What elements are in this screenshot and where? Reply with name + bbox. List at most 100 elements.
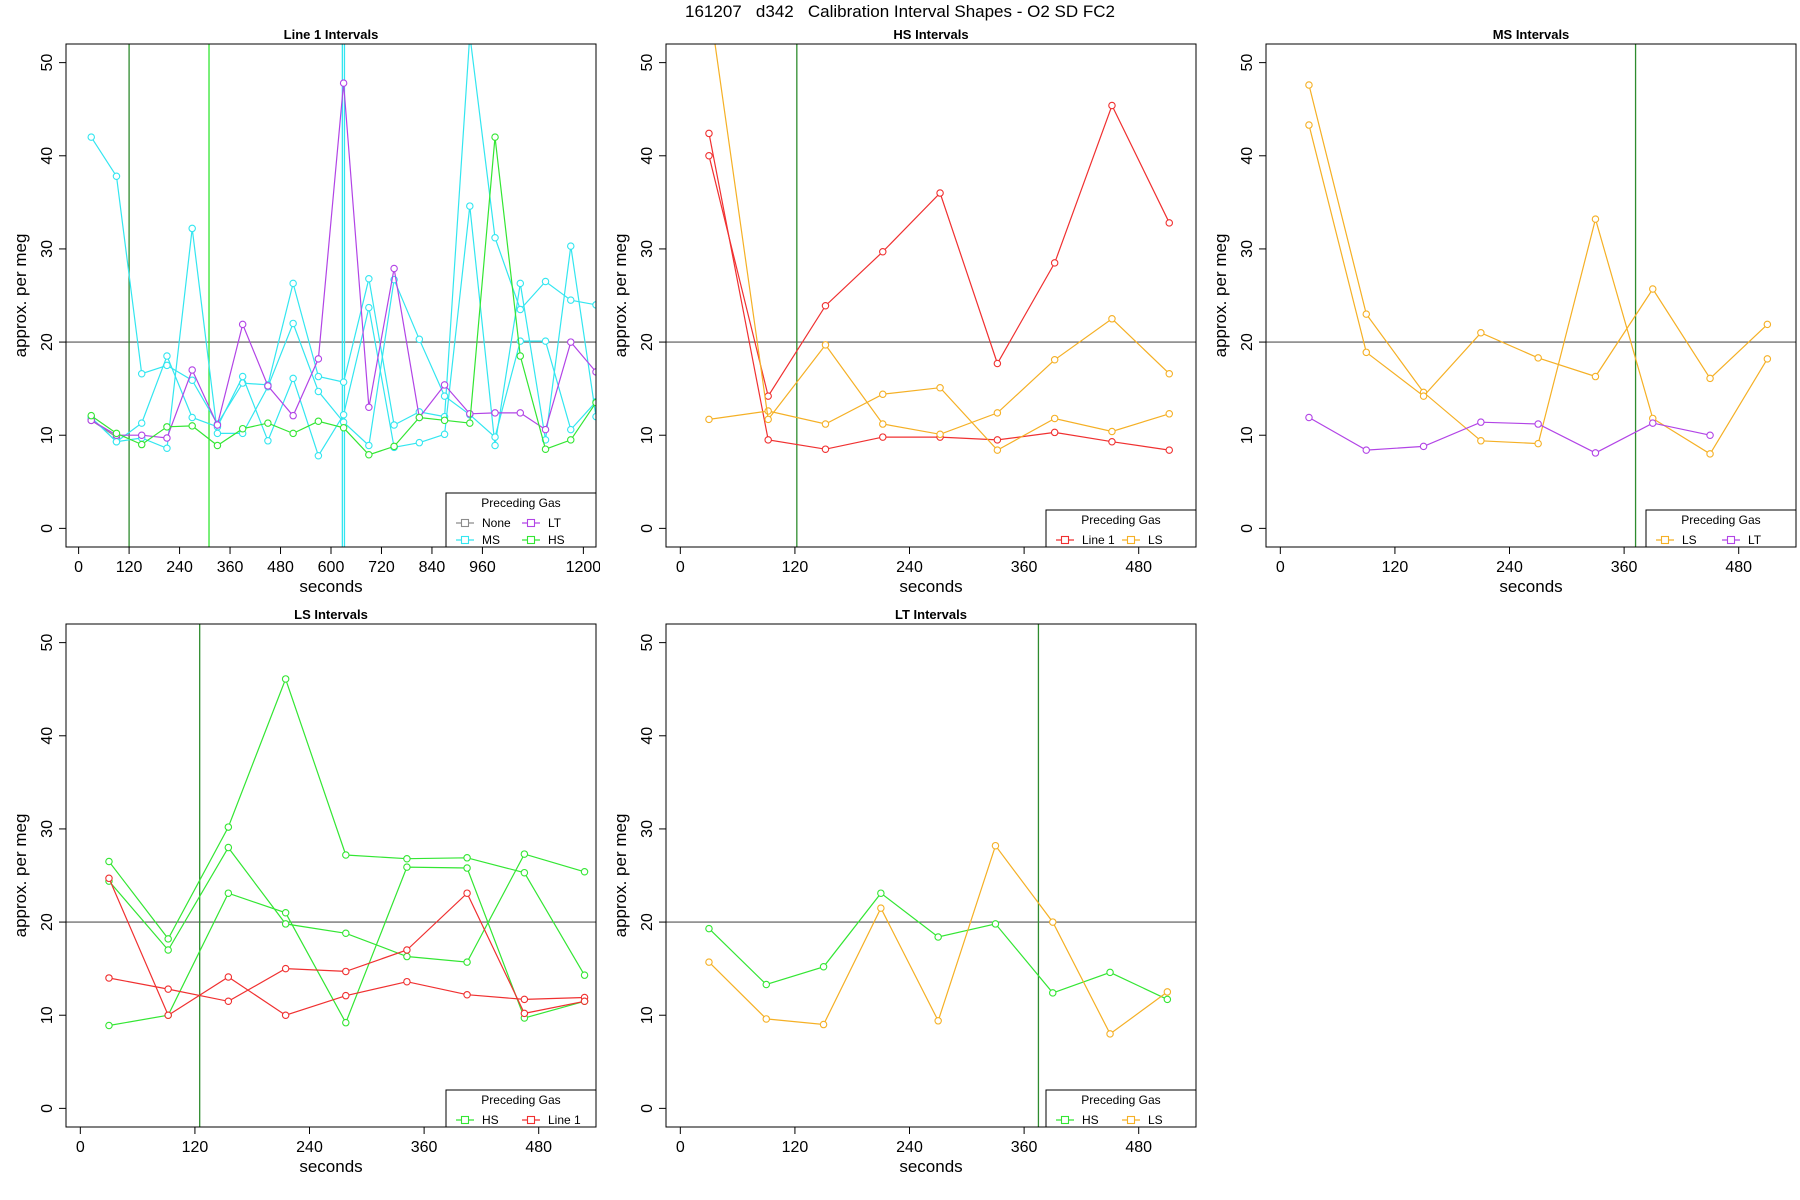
legend: Preceding Gas None LT MS HS (445, 492, 597, 548)
data-point (365, 451, 373, 459)
data-point (1362, 348, 1371, 357)
x-tick-label: 360 (1011, 559, 1038, 576)
data-point (390, 421, 398, 429)
series-hs (105, 675, 589, 979)
series-ls (1305, 81, 1772, 458)
data-point (224, 997, 233, 1005)
legend-swatch-marker (526, 1115, 536, 1125)
legend-swatch-marker (1060, 1115, 1070, 1125)
data-point (1649, 419, 1657, 427)
data-point (821, 341, 830, 349)
y-axis-label: approx. per meg (11, 814, 30, 938)
x-axis-label: seconds (1499, 577, 1562, 596)
data-point (520, 1009, 529, 1018)
data-point (580, 997, 589, 1005)
y-tick-label: 30 (39, 820, 56, 838)
legend-box (1645, 509, 1797, 548)
y-tick-label: 20 (639, 333, 656, 351)
data-point (491, 441, 499, 450)
data-point (1305, 413, 1313, 422)
data-point (1165, 219, 1174, 227)
data-point (580, 971, 589, 979)
data-point (879, 433, 887, 441)
data-point (1305, 121, 1313, 129)
x-axis-label: seconds (299, 577, 362, 596)
legend-box (1045, 1089, 1197, 1128)
line1-intervals-chart: Line 1 Intervals 0 120 240 360 480 600 720 840 96… (11, 27, 600, 596)
y-tick-label: 10 (39, 1006, 56, 1024)
series-ls (714, 44, 1174, 439)
plot-frame (665, 43, 1197, 548)
data-point (87, 411, 95, 420)
series-line (1308, 416, 1711, 454)
data-point (877, 904, 885, 912)
data-point (440, 392, 449, 400)
y-axis-label: approx. per meg (11, 234, 30, 358)
data-point (463, 854, 471, 862)
series-line-1 (705, 101, 1174, 400)
data-point (1050, 259, 1059, 267)
data-point (105, 857, 113, 866)
data-point (463, 958, 471, 966)
data-point (289, 429, 297, 438)
data-point (238, 320, 247, 329)
data-point (516, 305, 525, 314)
data-point (765, 31, 771, 37)
data-point (520, 850, 529, 858)
y-tick-label: 20 (39, 333, 56, 351)
series-line-1 (705, 129, 1174, 454)
data-point (541, 277, 550, 286)
hs-intervals-chart: HS Intervals 0 120 240 360 480 0 10 20 30 40 50 seco… (611, 27, 1197, 596)
data-point (224, 843, 233, 852)
data-point (87, 133, 95, 141)
legend: Preceding Gas Line 1 LS (1045, 509, 1197, 548)
data-point (289, 319, 297, 328)
data-point (991, 841, 1000, 850)
data-point (112, 437, 121, 446)
data-point (764, 415, 772, 424)
data-point (339, 79, 348, 87)
legend-swatch-marker (1060, 535, 1070, 545)
legend-title: Preceding Gas (1081, 1093, 1160, 1107)
x-tick-label: 720 (368, 559, 395, 576)
data-point (764, 392, 772, 400)
data-point (541, 425, 550, 434)
data-point (289, 411, 297, 420)
y-tick-label: 40 (1239, 147, 1256, 165)
data-point (342, 851, 350, 859)
x-tick-label: 360 (1611, 559, 1638, 576)
data-point (105, 1021, 113, 1030)
data-point (339, 410, 348, 419)
data-point (188, 413, 196, 422)
data-point (466, 410, 474, 418)
series-line (1308, 84, 1768, 455)
data-point (705, 415, 713, 424)
data-point (1763, 320, 1772, 329)
legend-swatch-marker (460, 1115, 470, 1125)
legend-title: Preceding Gas (1681, 513, 1760, 527)
legend-label: HS (548, 533, 565, 547)
data-point (1163, 988, 1172, 996)
data-point (1049, 989, 1057, 997)
data-point (137, 369, 146, 378)
y-tick-label: 30 (639, 820, 656, 838)
data-point (1108, 427, 1116, 436)
data-point (466, 202, 474, 210)
legend-label: Line 1 (548, 1113, 581, 1127)
legend-title: Preceding Gas (481, 496, 560, 510)
ms-intervals-chart: MS Intervals 0 120 240 360 480 0 10 20 30 40 50 seco… (1211, 27, 1797, 596)
data-point (821, 445, 830, 453)
data-point (516, 279, 525, 288)
data-point (213, 441, 222, 450)
data-point (164, 935, 172, 943)
legend-title: Preceding Gas (481, 1093, 560, 1107)
data-point (264, 382, 272, 390)
plot-frame (65, 43, 597, 548)
plot-area (666, 31, 1196, 547)
y-tick-label: 40 (39, 147, 56, 165)
data-point (1050, 414, 1059, 423)
legend-box (445, 492, 597, 548)
legend-label: LS (1682, 533, 1697, 547)
data-point (1763, 355, 1772, 363)
data-point (1049, 918, 1057, 926)
